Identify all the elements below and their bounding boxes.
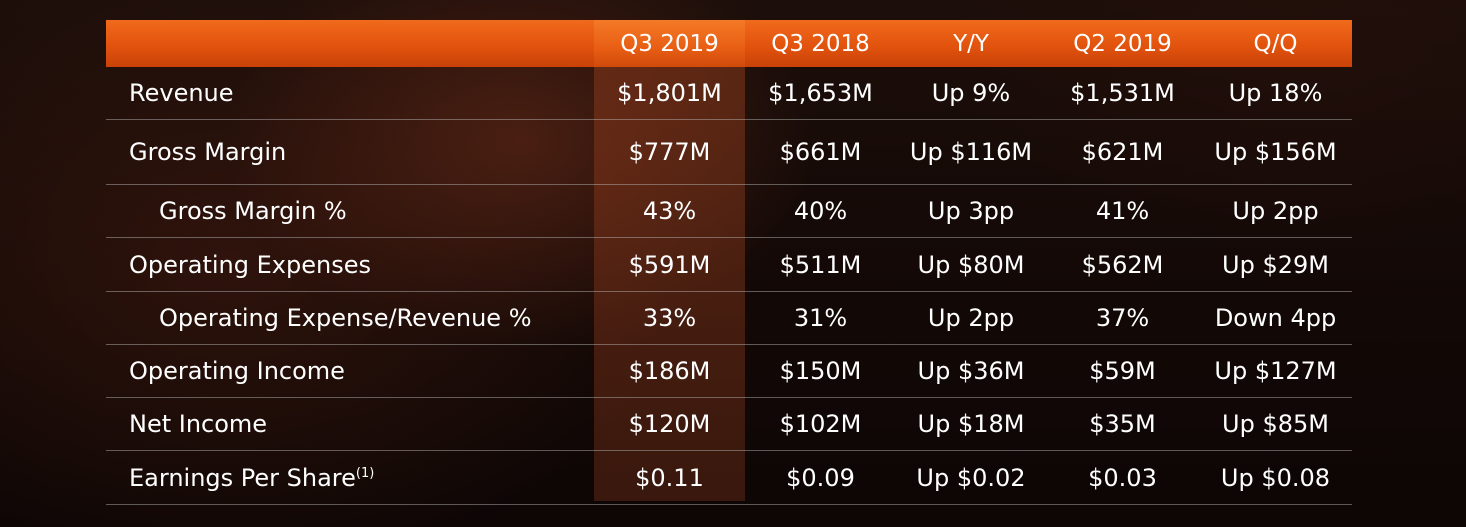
cell-q2-2019: $59M [1046,344,1199,398]
table-row: Operating Expenses $591M $511M Up $80M $… [106,237,1352,292]
cell-yy: Up $80M [896,237,1046,292]
cell-qq: Up 2pp [1199,184,1352,238]
cell-qq: Up 18% [1199,67,1352,120]
header-qq: Q/Q [1253,30,1298,57]
row-label: Revenue [106,67,594,120]
row-label: Gross Margin [106,119,594,185]
row-label: Gross Margin % [106,184,594,238]
table-header-row: Q3 2019 Q3 2018 Y/Y Q2 2019 Q/Q [106,20,1352,67]
cell-qq: Up $0.08 [1199,450,1352,505]
cell-q2-2019: 37% [1046,291,1199,345]
cell-qq: Up $156M [1199,119,1352,185]
cell-q3-2018: $1,653M [745,67,896,120]
table-row: Gross Margin $777M $661M Up $116M $621M … [106,119,1352,185]
cell-yy: Up 9% [896,67,1046,120]
cell-q2-2019: $0.03 [1046,450,1199,505]
cell-q3-2018: $661M [745,119,896,185]
cell-q3-2018: $0.09 [745,450,896,505]
table-row: Revenue $1,801M $1,653M Up 9% $1,531M Up… [106,67,1352,120]
row-label: Operating Expense/Revenue % [106,291,594,345]
cell-q3-2019: $0.11 [594,450,745,505]
cell-qq: Up $29M [1199,237,1352,292]
header-q3-2019: Q3 2019 [594,20,745,67]
cell-yy: Up $18M [896,397,1046,451]
cell-q3-2019: $1,801M [594,67,745,120]
cell-q3-2019: 33% [594,291,745,345]
financial-summary-table-wrap: Q3 2019 Q3 2018 Y/Y Q2 2019 Q/Q Revenue … [106,20,1352,505]
cell-q3-2019: $777M [594,119,745,185]
cell-q3-2019: $186M [594,344,745,398]
cell-yy: Up $116M [896,119,1046,185]
row-label-text: Earnings Per Share [129,463,356,492]
row-label: Operating Income [106,344,594,398]
cell-yy: Up 3pp [896,184,1046,238]
row-label: Operating Expenses [106,237,594,292]
table-row: Operating Expense/Revenue % 33% 31% Up 2… [106,291,1352,345]
header-yy: Y/Y [953,30,989,57]
cell-yy: Up $36M [896,344,1046,398]
cell-q3-2018: $102M [745,397,896,451]
header-q2-2019: Q2 2019 [1073,30,1172,57]
cell-q3-2019: 43% [594,184,745,238]
cell-q3-2018: $150M [745,344,896,398]
table-row: Net Income $120M $102M Up $18M $35M Up $… [106,397,1352,451]
cell-yy: Up 2pp [896,291,1046,345]
table-row: Earnings Per Share(1) $0.11 $0.09 Up $0.… [106,450,1352,505]
cell-q2-2019: $562M [1046,237,1199,292]
cell-qq: Down 4pp [1199,291,1352,345]
cell-q2-2019: $1,531M [1046,67,1199,120]
cell-yy: Up $0.02 [896,450,1046,505]
cell-q2-2019: $621M [1046,119,1199,185]
table-row: Operating Income $186M $150M Up $36M $59… [106,344,1352,398]
cell-q3-2018: 31% [745,291,896,345]
header-label [106,20,594,67]
header-q3-2018: Q3 2018 [771,30,870,57]
row-label-eps: Earnings Per Share(1) [106,450,594,505]
cell-q3-2018: 40% [745,184,896,238]
table-row: Gross Margin % 43% 40% Up 3pp 41% Up 2pp [106,184,1352,238]
row-label: Net Income [106,397,594,451]
footnote-marker: (1) [355,465,375,481]
cell-q3-2019: $120M [594,397,745,451]
cell-q2-2019: $35M [1046,397,1199,451]
cell-q3-2018: $511M [745,237,896,292]
cell-qq: Up $127M [1199,344,1352,398]
cell-q3-2019: $591M [594,237,745,292]
cell-qq: Up $85M [1199,397,1352,451]
cell-q2-2019: 41% [1046,184,1199,238]
financial-summary-table: Q3 2019 Q3 2018 Y/Y Q2 2019 Q/Q Revenue … [106,20,1352,505]
